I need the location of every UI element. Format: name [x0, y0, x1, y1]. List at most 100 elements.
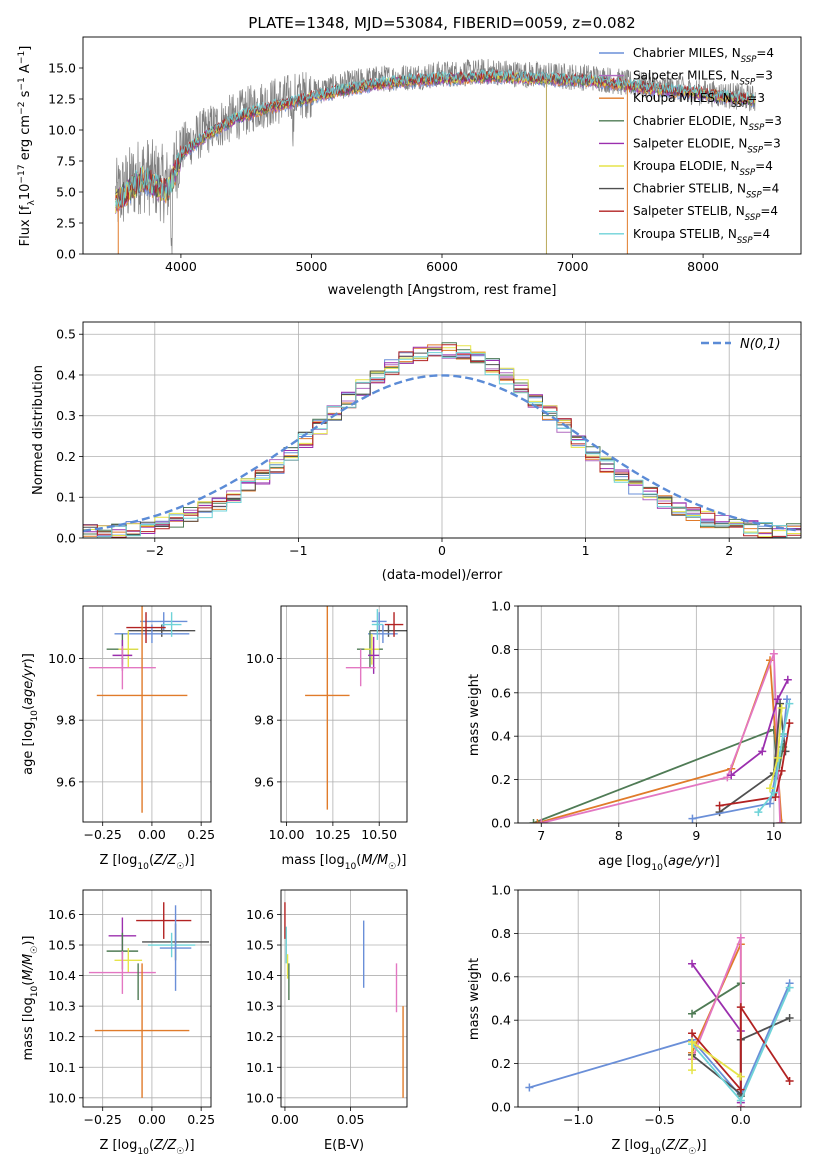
- x-axis-label: age [log10(age/yr)]: [598, 854, 720, 873]
- y-tick-label: 0.6: [491, 685, 511, 700]
- mass-weight-marker: [776, 699, 785, 708]
- x-tick-label: 0.05: [337, 1112, 365, 1127]
- mass-weight-marker: [758, 747, 767, 756]
- legend-label: Salpeter STELIB, NSSP=4: [633, 204, 778, 223]
- x-tick-label: 6000: [426, 259, 458, 274]
- axes-frame: [517, 889, 802, 1108]
- mass-weight-marker: [783, 675, 792, 684]
- mass-weight-marker: [529, 819, 538, 823]
- legend-label: N(0,1): [740, 337, 781, 352]
- y-tick-label: 9.6: [56, 774, 76, 789]
- x-tick-label: 0.25: [187, 827, 215, 842]
- mass-weight-marker: [773, 753, 782, 762]
- x-axis-label: E(B-V): [324, 1138, 364, 1153]
- mass-weight-marker: [769, 649, 778, 658]
- y-tick-label: 1.0: [491, 883, 511, 898]
- y-tick-label: 10.4: [246, 968, 274, 983]
- x-axis-label: Z [log10(Z/Z☉)]: [99, 1138, 194, 1157]
- mass-weight-marker: [736, 1072, 745, 1081]
- mass-weight-plot-area: [525, 933, 794, 1107]
- y-tick-label: 0.4: [56, 367, 76, 382]
- mass-weight-marker: [769, 788, 778, 797]
- axes-frame: [517, 605, 802, 824]
- x-tick-label: 10.25: [315, 827, 351, 842]
- y-tick-label: 10.0: [48, 651, 76, 666]
- y-tick-label: 0.6: [491, 969, 511, 984]
- axes-frame: [280, 889, 408, 1108]
- x-tick-label: −1: [289, 543, 307, 558]
- mass-weight-marker: [715, 801, 724, 810]
- y-tick-label: 10.4: [48, 968, 76, 983]
- histogram-plot-area: [83, 342, 801, 538]
- x-tick-label: 7: [537, 828, 545, 843]
- y-tick-label: 10.0: [48, 1090, 76, 1105]
- mass-weight-marker: [537, 819, 546, 823]
- model-spectrum-line: [115, 68, 755, 209]
- spectrum-plot-area: [115, 58, 756, 254]
- y-axis-label: Normed distribution: [31, 365, 46, 495]
- mass-weight-marker: [765, 799, 774, 808]
- x-tick-label: 10: [766, 828, 782, 843]
- legend-label: Kroupa STELIB, NSSP=4: [633, 227, 770, 246]
- y-tick-label: 10.3: [48, 999, 76, 1014]
- axes-frame: [82, 36, 802, 255]
- y-tick-label: 12.5: [48, 92, 76, 107]
- axes-frame: [82, 889, 212, 1108]
- y-tick-label: 10.3: [246, 999, 274, 1014]
- x-tick-label: 0.00: [138, 1112, 166, 1127]
- y-tick-label: 15.0: [48, 61, 76, 76]
- y-axis-label: mass [log10(M/M☉)]: [21, 936, 40, 1061]
- y-axis-label: Flux [fλ10−17 erg cm−2 s−1 A−1]: [17, 46, 37, 247]
- mass-weight-marker: [785, 983, 794, 992]
- x-axis-label: (data-model)/error: [382, 568, 503, 583]
- mass-weight-marker: [754, 808, 763, 817]
- y-tick-label: 0.4: [491, 729, 511, 744]
- y-tick-label: 0.2: [491, 772, 511, 787]
- mass-weight-marker: [736, 1096, 745, 1105]
- axes-frame: [82, 605, 212, 823]
- model-spectrum-line: [115, 73, 756, 215]
- x-tick-label: 4000: [165, 259, 197, 274]
- y-tick-label: 9.6: [254, 774, 274, 789]
- y-tick-label: 10.0: [246, 1090, 274, 1105]
- mass-weight-marker: [736, 1085, 745, 1094]
- mass-weight-line: [719, 723, 791, 807]
- x-axis-label: Z [log10(Z/Z☉)]: [611, 1138, 706, 1157]
- y-axis-label: mass weight: [467, 674, 482, 756]
- mass-weight-line: [757, 703, 791, 813]
- x-tick-label: 0.0: [731, 1112, 751, 1127]
- x-axis-label: wavelength [Angstrom, rest frame]: [328, 283, 557, 298]
- x-tick-label: −0.5: [644, 1112, 674, 1127]
- x-axis-label: mass [log10(M/M☉)]: [282, 853, 407, 872]
- y-tick-label: 0.4: [491, 1013, 511, 1028]
- y-tick-label: 10.6: [48, 907, 76, 922]
- y-tick-label: 10.6: [246, 907, 274, 922]
- y-tick-label: 2.5: [56, 216, 76, 231]
- legend-label: Chabrier STELIB, NSSP=4: [633, 182, 779, 201]
- mass-weight-marker: [688, 959, 697, 968]
- mass-weight-line: [529, 982, 791, 1098]
- x-tick-label: 7000: [557, 259, 589, 274]
- normal-distribution-curve: [83, 374, 799, 533]
- y-tick-label: 0.0: [56, 247, 76, 262]
- x-tick-label: 8000: [687, 259, 719, 274]
- x-tick-label: 5000: [296, 259, 328, 274]
- x-tick-label: 8: [615, 828, 623, 843]
- mass-weight-marker: [688, 814, 697, 823]
- legend-label: Salpeter ELODIE, NSSP=3: [633, 136, 781, 155]
- mass-weight-marker: [533, 819, 542, 823]
- mass-weight-marker: [688, 1066, 697, 1075]
- mass-weight-marker: [779, 730, 788, 739]
- x-axis-label: Z [log10(Z/Z☉)]: [99, 853, 194, 872]
- x-tick-label: 0.00: [271, 1112, 299, 1127]
- y-tick-label: 0.8: [491, 926, 511, 941]
- x-tick-label: 1: [582, 543, 590, 558]
- y-tick-label: 10.0: [48, 123, 76, 138]
- y-tick-label: 7.5: [56, 154, 76, 169]
- y-tick-label: 0.2: [491, 1056, 511, 1071]
- y-tick-label: 10.1: [48, 1060, 76, 1075]
- y-tick-label: 5.0: [56, 185, 76, 200]
- y-tick-label: 0.8: [491, 642, 511, 657]
- y-tick-label: 10.5: [246, 938, 274, 953]
